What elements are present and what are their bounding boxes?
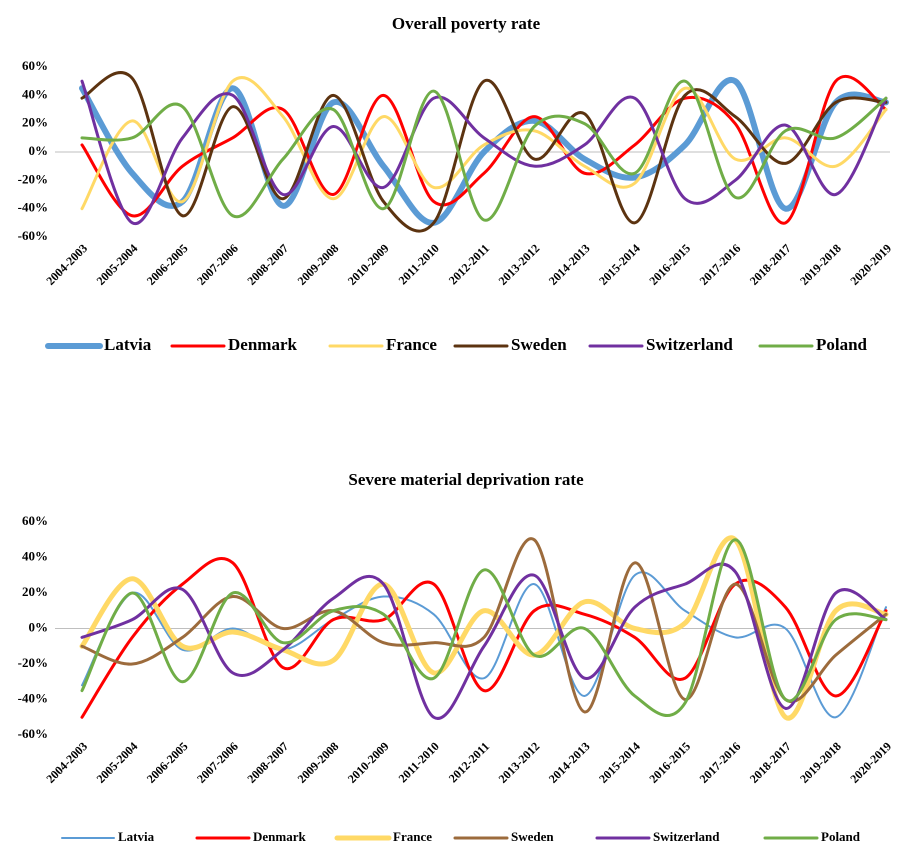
legend-label: Denmark	[228, 335, 297, 354]
x-tick-label: 2007-2006	[194, 241, 241, 288]
x-tick-label: 2017-2016	[697, 739, 744, 786]
x-tick-label: 2017-2016	[697, 241, 744, 288]
y-tick-label: -20%	[18, 171, 48, 186]
x-tick-label: 2007-2006	[194, 739, 241, 786]
legend-label: Latvia	[118, 829, 155, 844]
legend-label: Switzerland	[653, 829, 720, 844]
legend-label: Poland	[816, 335, 868, 354]
x-tick-label: 2010-2009	[345, 241, 392, 288]
x-tick-label: 2019-2018	[797, 241, 844, 288]
x-tick-label: 2008-2007	[244, 739, 291, 786]
x-tick-label: 2020-2019	[847, 241, 894, 288]
y-tick-label: 0%	[29, 619, 49, 634]
x-tick-label: 2011-2010	[396, 241, 442, 287]
x-tick-label: 2006-2005	[144, 241, 191, 288]
x-tick-label: 2004-2003	[43, 241, 90, 288]
y-tick-label: 60%	[22, 513, 48, 528]
legend-label: France	[386, 335, 437, 354]
y-tick-label: -60%	[18, 228, 48, 243]
legend-label: Sweden	[511, 335, 567, 354]
x-tick-label: 2013-2012	[496, 241, 543, 288]
series-line	[80, 76, 888, 211]
series-line	[80, 537, 888, 714]
y-tick-label: 60%	[22, 58, 48, 73]
y-tick-label: -20%	[18, 655, 48, 670]
series-line	[80, 71, 888, 233]
x-tick-label: 2012-2011	[446, 739, 492, 785]
y-tick-label: 40%	[22, 86, 48, 101]
y-tick-label: 40%	[22, 548, 48, 563]
x-tick-label: 2011-2010	[396, 739, 442, 785]
x-tick-label: 2015-2014	[596, 241, 643, 288]
x-tick-label: 2016-2015	[646, 241, 693, 288]
y-tick-label: 20%	[22, 115, 48, 130]
y-tick-label: -40%	[18, 200, 48, 215]
y-tick-label: 20%	[22, 584, 48, 599]
y-tick-label: 0%	[29, 143, 49, 158]
x-tick-label: 2020-2019	[847, 739, 894, 786]
y-tick-label: -60%	[18, 726, 48, 741]
legend-label: Poland	[821, 829, 861, 844]
series-line	[80, 79, 888, 222]
chart-title: Severe material deprivation rate	[348, 470, 584, 489]
chart-title: Overall poverty rate	[392, 14, 541, 33]
x-tick-label: 2013-2012	[496, 739, 543, 786]
x-tick-label: 2010-2009	[345, 739, 392, 786]
legend-label: Denmark	[253, 829, 306, 844]
x-tick-label: 2008-2007	[244, 241, 291, 288]
legend-label: France	[393, 829, 432, 844]
x-tick-label: 2016-2015	[646, 739, 693, 786]
series-line	[80, 538, 888, 718]
x-tick-label: 2014-2013	[546, 241, 593, 288]
x-tick-label: 2018-2017	[747, 739, 794, 786]
x-tick-label: 2014-2013	[546, 739, 593, 786]
series-line	[80, 556, 888, 719]
x-tick-label: 2015-2014	[596, 739, 643, 786]
x-tick-label: 2018-2017	[747, 241, 794, 288]
series-line	[80, 562, 888, 720]
x-tick-label: 2005-2004	[94, 241, 141, 288]
x-tick-label: 2005-2004	[94, 739, 141, 786]
legend-label: Sweden	[511, 829, 554, 844]
x-tick-label: 2009-2008	[295, 241, 342, 288]
x-tick-label: 2012-2011	[446, 241, 492, 287]
x-tick-label: 2004-2003	[43, 739, 90, 786]
series-line	[80, 74, 888, 225]
y-tick-label: -40%	[18, 690, 48, 705]
x-tick-label: 2019-2018	[797, 739, 844, 786]
x-tick-label: 2009-2008	[295, 739, 342, 786]
legend-label: Latvia	[104, 335, 152, 354]
legend-label: Switzerland	[646, 335, 733, 354]
series-line	[80, 79, 888, 226]
x-tick-label: 2006-2005	[144, 739, 191, 786]
